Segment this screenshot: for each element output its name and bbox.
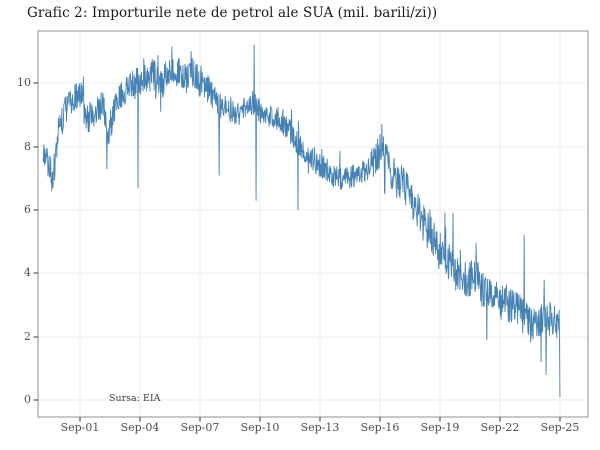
panel-border: [37, 30, 589, 418]
y-tick-label: 2: [24, 329, 31, 343]
x-tick-label: Sep-19: [420, 421, 460, 434]
y-tick-label: 4: [24, 266, 31, 280]
x-tick-label: Sep-25: [540, 421, 580, 434]
x-tick-label: Sep-22: [480, 421, 520, 434]
y-tick-label: 0: [24, 392, 31, 406]
x-tick-label: Sep-07: [180, 421, 220, 434]
x-tick-label: Sep-13: [300, 421, 340, 434]
x-tick-label: Sep-10: [240, 421, 280, 434]
y-tick-label: 6: [24, 202, 31, 216]
net-imports-line-series: [42, 44, 561, 398]
axis-tick-marks: [33, 82, 561, 422]
y-tick-label: 8: [24, 139, 31, 153]
source-note: Sursa: EIA: [109, 393, 161, 404]
chart-title: Grafic 2: Importurile nete de petrol ale…: [27, 5, 438, 21]
y-tick-label: 10: [17, 76, 31, 90]
x-tick-label: Sep-04: [120, 421, 160, 434]
x-tick-label: Sep-01: [60, 421, 100, 434]
gridlines: [39, 32, 587, 416]
x-tick-label: Sep-16: [360, 421, 400, 434]
